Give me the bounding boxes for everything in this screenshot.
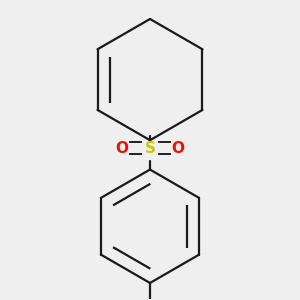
Text: S: S <box>145 140 155 155</box>
Text: O: O <box>115 140 128 155</box>
Text: O: O <box>172 140 185 155</box>
